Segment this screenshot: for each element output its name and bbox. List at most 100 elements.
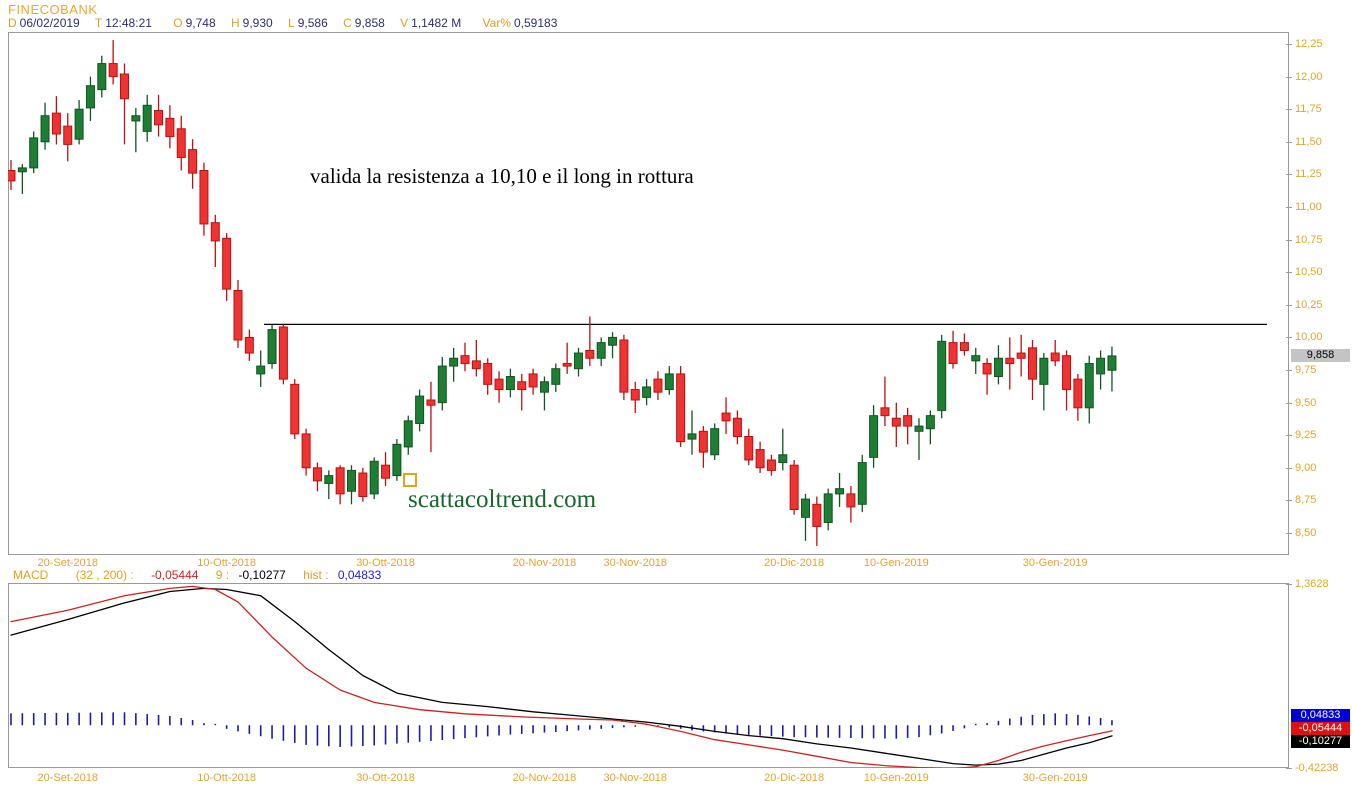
candle [403, 420, 413, 448]
candle [766, 459, 776, 471]
symbol-title: FINECOBANK [8, 2, 98, 17]
date-label: 20-Dic-2018 [764, 557, 825, 569]
price-axis-tick [1286, 467, 1292, 469]
candle [653, 378, 663, 393]
candle [789, 464, 799, 511]
candle [914, 425, 924, 432]
date-label: 30-Ott-2018 [356, 772, 415, 784]
price-axis-label: 8,75 [1295, 494, 1317, 507]
date-label: 10-Gen-2019 [863, 557, 929, 569]
price-axis-label: 9,25 [1295, 429, 1317, 442]
price-axis-label: 10,50 [1295, 266, 1323, 279]
hist-value-badge: 0,04833 [1291, 709, 1350, 722]
field-value-low: 9,586 [297, 16, 328, 30]
candle [120, 73, 129, 100]
candle [347, 469, 356, 492]
candle [290, 383, 300, 435]
price-axis-tick [1286, 272, 1292, 274]
candle [710, 428, 720, 456]
candle [1039, 357, 1049, 385]
candle [312, 467, 322, 482]
candle [959, 342, 969, 351]
candle [630, 389, 640, 401]
macd-axis-tick [1286, 584, 1292, 585]
price-axis-tick [1286, 44, 1292, 45]
candle [982, 362, 992, 375]
field-label-time: T [94, 16, 103, 30]
price-axis-label: 10,00 [1295, 331, 1323, 344]
candle [993, 357, 1003, 378]
resistance-annotation: valida la resistenza a 10,10 e il long i… [310, 164, 694, 188]
candle [551, 368, 561, 385]
field-label-volume: V [400, 16, 409, 30]
price-axis-tick [1286, 435, 1292, 437]
macd-axis-tick [1286, 768, 1292, 769]
candle [664, 373, 674, 391]
candle [301, 433, 311, 469]
candle [222, 237, 232, 290]
candle [233, 289, 243, 341]
macd-histogram-group [10, 712, 1113, 747]
candle [1084, 362, 1094, 409]
price-axis-tick [1286, 207, 1292, 208]
price-axis-label: 8,50 [1295, 527, 1317, 539]
candle [358, 472, 368, 497]
candle [925, 415, 935, 430]
candle [256, 365, 266, 375]
candle [97, 63, 107, 91]
candle [176, 128, 186, 158]
macd-axis-max-label: 1,3628 [1295, 578, 1329, 590]
candle [1050, 352, 1060, 362]
price-axis-tick [1286, 141, 1292, 143]
candle [585, 349, 595, 359]
candle [244, 336, 254, 354]
field-value-high: 9,930 [242, 16, 273, 30]
candle [210, 222, 220, 242]
candle [1028, 347, 1037, 380]
candle [687, 433, 697, 440]
price-axis-tick [1286, 239, 1292, 241]
field-label-date: D [8, 16, 17, 30]
candle [608, 336, 618, 346]
candle [426, 399, 436, 406]
candle [63, 125, 73, 145]
candle [165, 117, 175, 138]
macd-signal-line [10, 587, 1113, 766]
candle [721, 412, 731, 422]
candle [676, 373, 686, 443]
candle [891, 417, 901, 427]
candle [732, 417, 742, 438]
candles-group [8, 40, 1117, 547]
macd-panel-border [8, 583, 1289, 768]
field-label-var: Var% [482, 16, 511, 30]
candle [1016, 352, 1026, 359]
price-axis-tick [1286, 370, 1292, 371]
candle [778, 454, 788, 464]
candle [880, 407, 890, 417]
candle [335, 467, 345, 495]
price-axis-label: 11,25 [1295, 168, 1322, 181]
candle [415, 395, 425, 424]
field-value-var: 0,59183 [514, 16, 558, 30]
field-value-volume: 1,1482 M [411, 16, 462, 30]
candle [278, 326, 288, 380]
price-axis-label: 12,00 [1295, 70, 1323, 83]
candle [1005, 357, 1015, 364]
macd-signal-value: -0,10277 [238, 568, 286, 582]
candle [755, 449, 765, 469]
field-label-high: H [230, 16, 240, 30]
date-label: 20-Dic-2018 [764, 772, 825, 784]
ohlc-info-bar: D 06/02/2019 T 12:48:21 O 9,748 H 9,930 L 9,5… [8, 16, 569, 30]
price-axis-tick [1286, 402, 1292, 404]
macd-params: (32 , 200) : [75, 568, 134, 582]
candle [619, 339, 629, 393]
date-label: 30-Gen-2019 [1022, 557, 1088, 569]
price-axis-label: 11,00 [1295, 201, 1322, 213]
candle [869, 415, 879, 458]
macd-value-badge: -0,05444 [1291, 722, 1350, 735]
price-axis-label: 9,00 [1295, 461, 1317, 474]
candle [698, 430, 708, 453]
macd-chart [8, 583, 1289, 768]
candle [131, 115, 141, 122]
macd-info-bar: MACD (32 , 200) : -0,05444 9 : -0,10277 … [13, 568, 395, 582]
